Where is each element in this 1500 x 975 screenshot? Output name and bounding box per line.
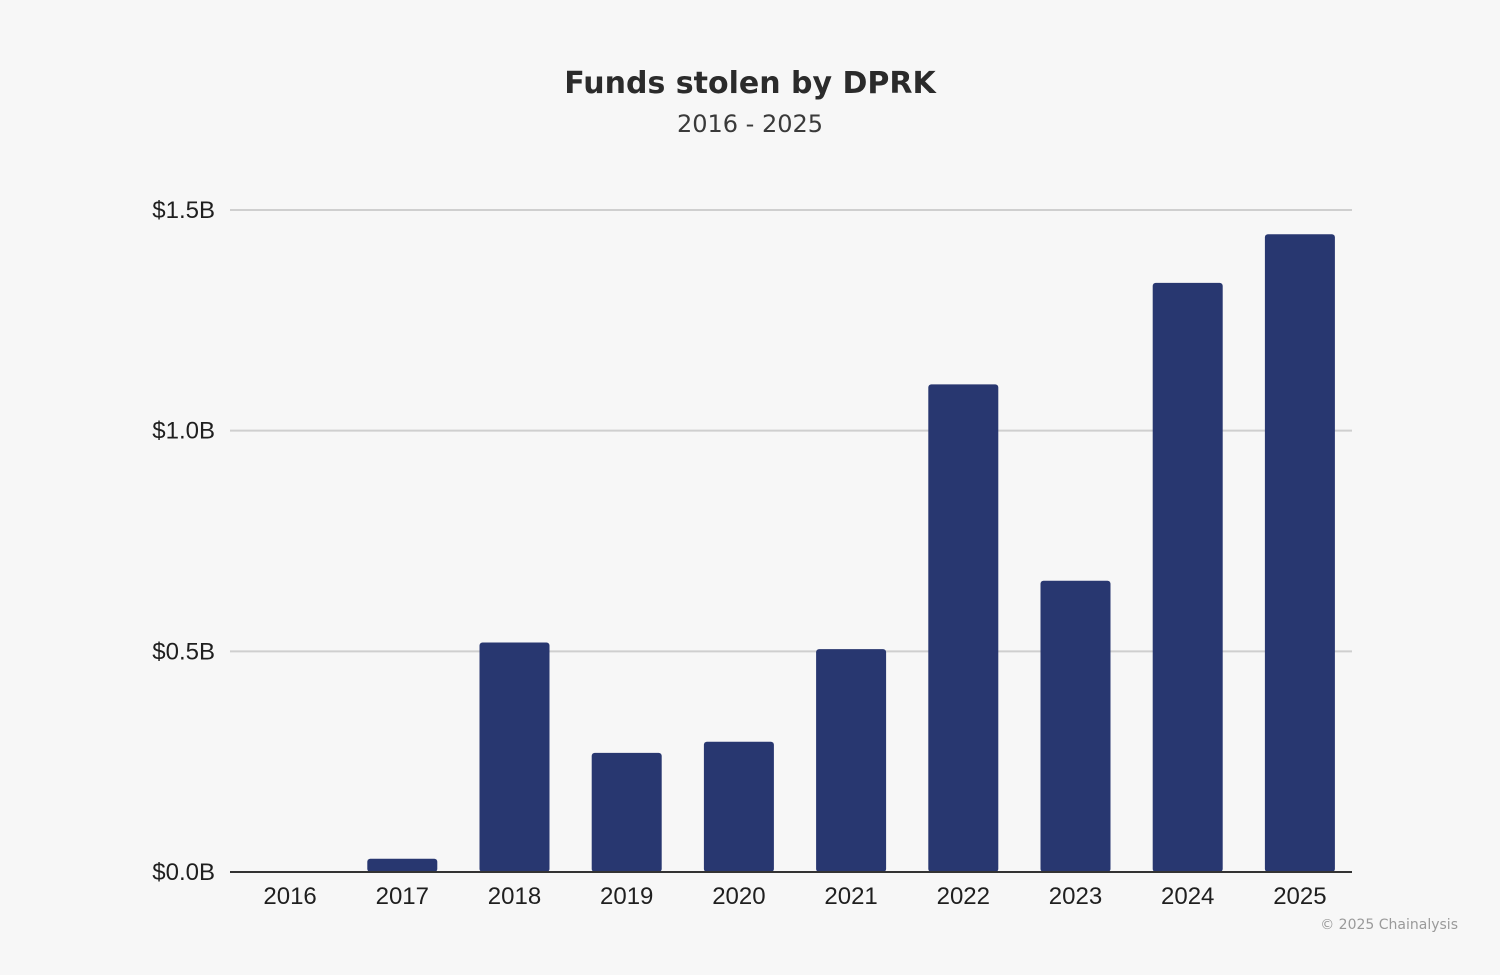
y-tick-label: $0.5B [152,638,215,665]
x-tick-label: 2016 [263,883,316,910]
chart-subtitle: 2016 - 2025 [676,110,824,138]
bar-2023 [1040,580,1111,872]
x-tick-label: 2017 [376,883,429,910]
y-tick-label: $1.5B [152,197,215,224]
y-tick-label: $0.0B [152,859,215,886]
y-axis-ticks: $0.0B $0.5B $1.0B $1.5B [152,197,215,886]
x-tick-label: 2023 [1049,883,1102,910]
x-tick-label: 2020 [712,883,765,910]
bars [367,234,1335,873]
x-tick-label: 2021 [824,883,877,910]
bar-2022 [928,384,999,872]
bar-2025 [1264,234,1335,873]
bar-2019 [591,752,662,872]
bar-2024 [1152,282,1223,872]
x-tick-label: 2024 [1161,883,1214,910]
bar-2021 [816,649,887,872]
y-tick-label: $1.0B [152,418,215,445]
bar-2018 [479,642,550,872]
copyright-notice: © 2025 Chainalysis [1320,917,1458,933]
chart-title: Funds stolen by DPRK [564,66,936,101]
x-tick-label: 2025 [1273,883,1326,910]
x-tick-label: 2022 [937,883,990,910]
bar-2017 [367,858,438,872]
bar-2020 [703,741,774,872]
x-axis-ticks: 2016 2017 2018 2019 2020 2021 2022 2023 2024 2025 [263,883,1326,910]
x-tick-label: 2018 [488,883,541,910]
x-tick-label: 2019 [600,883,653,910]
